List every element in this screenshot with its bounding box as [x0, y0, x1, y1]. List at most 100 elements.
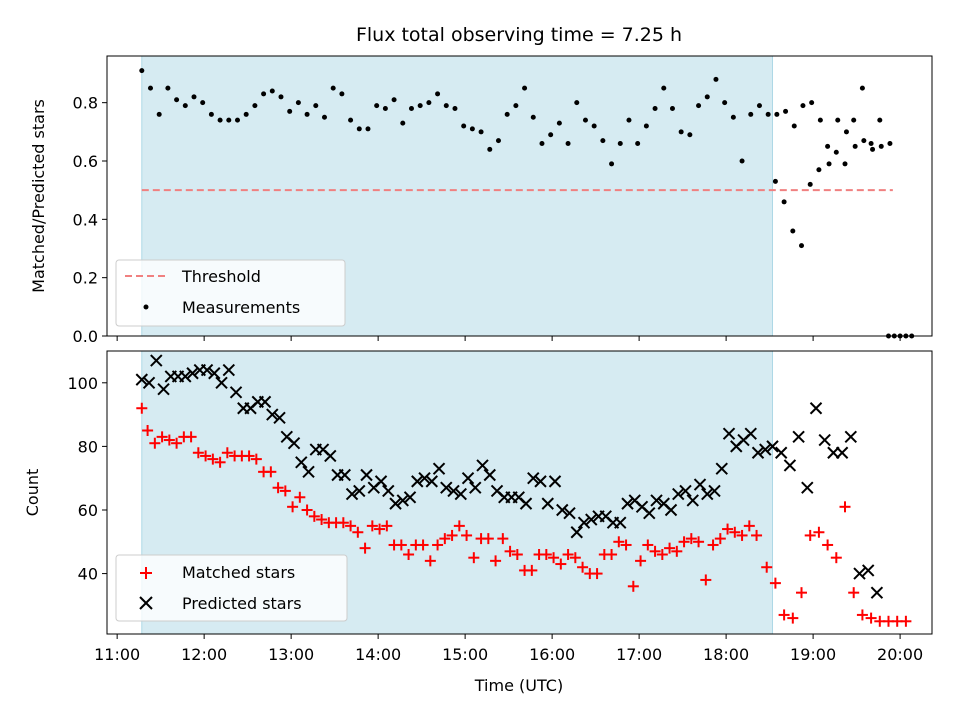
- measurement-point: [487, 146, 493, 152]
- measurement-point: [783, 108, 789, 114]
- legend-threshold-label: Threshold: [181, 267, 261, 286]
- matched-star-point: [678, 536, 690, 548]
- measurement-point: [781, 199, 787, 205]
- predicted-star-point: [295, 456, 308, 469]
- measurement-point: [859, 85, 865, 91]
- matched-stars-points: [136, 402, 912, 627]
- top-panel: 0.00.20.40.60.8 Matched/Predicted stars …: [29, 55, 933, 346]
- predicted-star-point: [759, 443, 772, 456]
- predicted-star-point: [266, 408, 279, 421]
- measurement-point: [417, 103, 423, 109]
- measurement-point: [825, 143, 831, 149]
- measurement-point: [469, 126, 475, 132]
- predicted-star-point: [751, 446, 765, 459]
- predicted-star-point: [389, 497, 402, 510]
- matched-star-point: [337, 517, 349, 529]
- predicted-star-point: [411, 475, 424, 488]
- measurement-point: [816, 167, 822, 173]
- matched-star-point: [613, 536, 625, 548]
- predicted-star-point: [792, 430, 805, 444]
- predicted-star-point: [454, 487, 467, 501]
- measurement-point: [696, 103, 702, 109]
- y-tick-label: 0.0: [73, 327, 98, 346]
- matched-star-point: [432, 539, 444, 551]
- predicted-star-point: [534, 475, 547, 488]
- predicted-star-point: [527, 471, 540, 485]
- x-tick-label: 20:00: [877, 645, 923, 664]
- measurement-point: [504, 111, 510, 117]
- measurement-point: [748, 111, 754, 117]
- predicted-star-point: [577, 516, 591, 529]
- matched-star-point: [830, 552, 842, 564]
- matched-star-point: [685, 533, 697, 545]
- measurement-point: [643, 123, 649, 129]
- matched-star-point: [142, 424, 154, 436]
- matched-star-point: [403, 549, 415, 561]
- measurement-point: [799, 243, 805, 249]
- matched-star-point: [446, 529, 458, 541]
- predicted-star-point: [374, 475, 388, 488]
- matched-star-point: [200, 450, 212, 462]
- matched-star-point: [185, 431, 197, 443]
- measurement-point: [817, 117, 823, 123]
- matched-star-point: [804, 529, 816, 541]
- matched-star-point: [856, 609, 868, 621]
- predicted-star-point: [686, 494, 699, 507]
- matched-star-point: [540, 549, 552, 561]
- measurement-point: [217, 117, 223, 123]
- matched-star-point: [308, 510, 320, 522]
- measurement-point: [365, 126, 371, 132]
- predicted-star-point: [476, 459, 489, 472]
- predicted-star-point: [715, 462, 728, 475]
- measurement-point: [139, 68, 145, 74]
- predicted-star-point: [403, 491, 417, 504]
- top-y-ticks: 0.0 0.2 0.4 0.6 0.8: [73, 94, 107, 346]
- measurement-point: [147, 85, 153, 91]
- measurement-point: [635, 141, 641, 146]
- y-tick-label: 100: [67, 374, 98, 393]
- bottom-x-ticks: 11:00 12:00 13:00 14:00 15:00 16:00 17:00 18:00…: [94, 634, 923, 664]
- legend-matched-swatch: [140, 567, 152, 579]
- matched-star-point: [192, 447, 204, 459]
- matched-star-point: [374, 523, 386, 535]
- predicted-star-point: [229, 386, 243, 399]
- matched-star-point: [606, 549, 618, 561]
- matched-star-point: [865, 612, 877, 624]
- matched-star-point: [620, 539, 632, 551]
- matched-star-point: [171, 437, 183, 449]
- matched-star-point: [548, 552, 560, 564]
- matched-star-point: [504, 545, 516, 557]
- measurement-point: [878, 143, 884, 149]
- measurement-point: [234, 117, 240, 123]
- matched-star-point: [693, 536, 705, 548]
- measurement-point: [400, 120, 406, 126]
- matched-star-point: [490, 555, 502, 567]
- measurement-point: [200, 100, 206, 106]
- predicted-star-point: [186, 367, 199, 380]
- predicted-star-point: [150, 354, 163, 367]
- measurement-point: [809, 100, 815, 106]
- predicted-star-point: [287, 437, 301, 450]
- predicted-star-point: [541, 497, 554, 510]
- measurement-point: [391, 97, 397, 103]
- measurement-point: [609, 161, 615, 167]
- predicted-star-point: [382, 484, 395, 498]
- y-tick-label: 0.2: [73, 269, 98, 288]
- matched-star-point: [352, 526, 364, 538]
- predicted-star-point: [135, 373, 149, 386]
- predicted-star-point: [585, 513, 598, 526]
- measurements-points: [139, 68, 915, 339]
- matched-star-point: [787, 612, 799, 624]
- measurement-point: [321, 114, 327, 120]
- matched-star-point: [395, 539, 407, 551]
- matched-star-point: [417, 539, 429, 551]
- measurement-point: [522, 85, 528, 91]
- measurement-point: [887, 141, 893, 146]
- predicted-star-point: [744, 427, 757, 440]
- predicted-star-point: [519, 497, 533, 510]
- predicted-star-point: [432, 462, 446, 475]
- predicted-star-point: [650, 494, 663, 507]
- measurement-point: [182, 103, 188, 109]
- measurement-point: [565, 141, 571, 146]
